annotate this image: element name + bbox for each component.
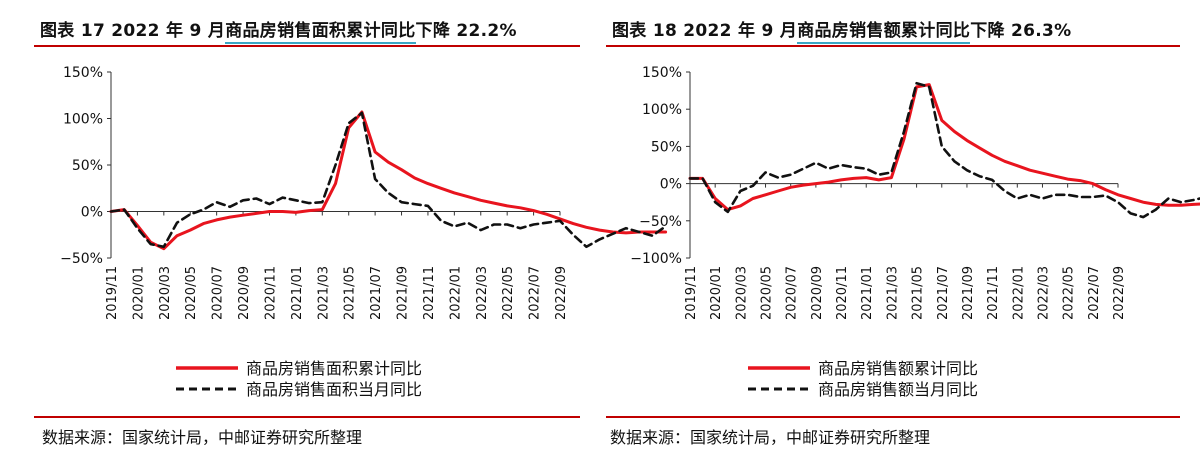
legend-label: 商品房销售面积累计同比 <box>246 359 422 378</box>
series-line-cumulative <box>688 83 1200 212</box>
x-tick-label: 2021/07 <box>936 266 951 320</box>
y-tick-label: −100% <box>630 251 682 267</box>
series-line-cumulative <box>109 110 668 251</box>
x-tick-label: 2021/03 <box>316 266 331 320</box>
chart-title: 图表 18 2022 年 9 月商品房销售额累计同比下降 26.3% <box>612 16 1072 44</box>
x-tick-label: 2020/09 <box>810 266 825 320</box>
title-suffix: 下降 22.2% <box>415 21 517 41</box>
x-tick-label: 2022/09 <box>554 266 569 320</box>
x-tick-label: 2020/03 <box>158 266 173 320</box>
x-tick-label: 2022/01 <box>1011 266 1026 320</box>
title-prefix: 图表 18 2022 年 9 月 <box>612 21 798 41</box>
x-tick-label: 2021/03 <box>885 266 900 320</box>
x-tick-label: 2022/09 <box>1112 266 1127 320</box>
y-tick-label: 50% <box>72 158 103 174</box>
source-note: 数据来源：国家统计局，中邮证券研究所整理 <box>610 428 931 447</box>
x-tick-label: 2020/01 <box>131 266 146 320</box>
area-line-chart: 150% 100% 50% 0% −50%2019/11 2020/01 2020/03 20… <box>60 65 668 399</box>
x-tick-label: 2021/05 <box>911 266 926 320</box>
title-suffix: 下降 26.3% <box>970 21 1072 41</box>
x-tick-label: 2020/05 <box>184 266 199 320</box>
y-tick-label: −50% <box>639 214 682 230</box>
x-tick-label: 2022/03 <box>1036 266 1051 320</box>
source-rule <box>34 416 580 418</box>
x-tick-label: 2020/11 <box>263 266 278 320</box>
y-tick-label: 0% <box>81 205 103 221</box>
x-tick-label: 2020/01 <box>709 266 724 320</box>
title-rule <box>606 45 1180 47</box>
x-tick-label: 2021/09 <box>396 266 411 320</box>
sales-line-chart: 150% 100% 50% 0% −50% −100%2019/11 2020/01 2020… <box>630 65 1200 399</box>
x-tick-label: 2021/01 <box>860 266 875 320</box>
title-prefix: 图表 17 2022 年 9 月 <box>40 21 226 41</box>
y-tick-label: 50% <box>651 139 682 155</box>
x-tick-label: 2021/07 <box>369 266 384 320</box>
chart-panel-sales: 图表 18 2022 年 9 月商品房销售额累计同比下降 26.3% 150% 1… <box>602 0 1200 458</box>
title-highlight: 商品房销售额累计同比 <box>797 21 971 44</box>
legend-label: 商品房销售面积当月同比 <box>246 380 422 399</box>
chart-title: 图表 17 2022 年 9 月商品房销售面积累计同比下降 22.2% <box>40 16 517 44</box>
x-tick-label: 2022/07 <box>528 266 543 320</box>
x-tick-label: 2022/05 <box>1062 266 1077 320</box>
x-tick-label: 2020/11 <box>835 266 850 320</box>
y-tick-label: −50% <box>60 251 103 267</box>
x-tick-label: 2022/07 <box>1087 266 1102 320</box>
y-tick-label: 100% <box>642 102 682 118</box>
y-tick-label: 150% <box>63 65 103 81</box>
x-tick-label: 2020/05 <box>760 266 775 320</box>
x-tick-label: 2022/05 <box>501 266 516 320</box>
x-tick-label: 2020/09 <box>237 266 252 320</box>
x-tick-label: 2019/11 <box>684 266 699 320</box>
x-tick-label: 2021/11 <box>422 266 437 320</box>
y-tick-label: 150% <box>642 65 682 81</box>
legend-label: 商品房销售额累计同比 <box>818 359 978 378</box>
source-rule <box>606 416 1180 418</box>
x-tick-label: 2020/07 <box>785 266 800 320</box>
source-note: 数据来源：国家统计局，中邮证券研究所整理 <box>42 428 363 447</box>
x-tick-label: 2020/03 <box>734 266 749 320</box>
x-tick-label: 2019/11 <box>105 266 120 320</box>
title-highlight: 商品房销售面积累计同比 <box>225 21 416 44</box>
chart-panel-area: 图表 17 2022 年 9 月商品房销售面积累计同比下降 22.2% 150%… <box>0 0 668 458</box>
y-tick-label: 0% <box>660 177 682 193</box>
x-tick-label: 2021/05 <box>343 266 358 320</box>
x-tick-label: 2021/09 <box>961 266 976 320</box>
y-tick-label: 100% <box>63 112 103 128</box>
title-rule <box>34 45 580 47</box>
legend-label: 商品房销售额当月同比 <box>818 380 978 399</box>
x-tick-label: 2022/03 <box>475 266 490 320</box>
x-tick-label: 2021/11 <box>986 266 1001 320</box>
x-tick-label: 2021/01 <box>290 266 305 320</box>
x-tick-label: 2020/07 <box>211 266 226 320</box>
series-line-monthly <box>688 81 1200 219</box>
x-tick-label: 2022/01 <box>448 266 463 320</box>
